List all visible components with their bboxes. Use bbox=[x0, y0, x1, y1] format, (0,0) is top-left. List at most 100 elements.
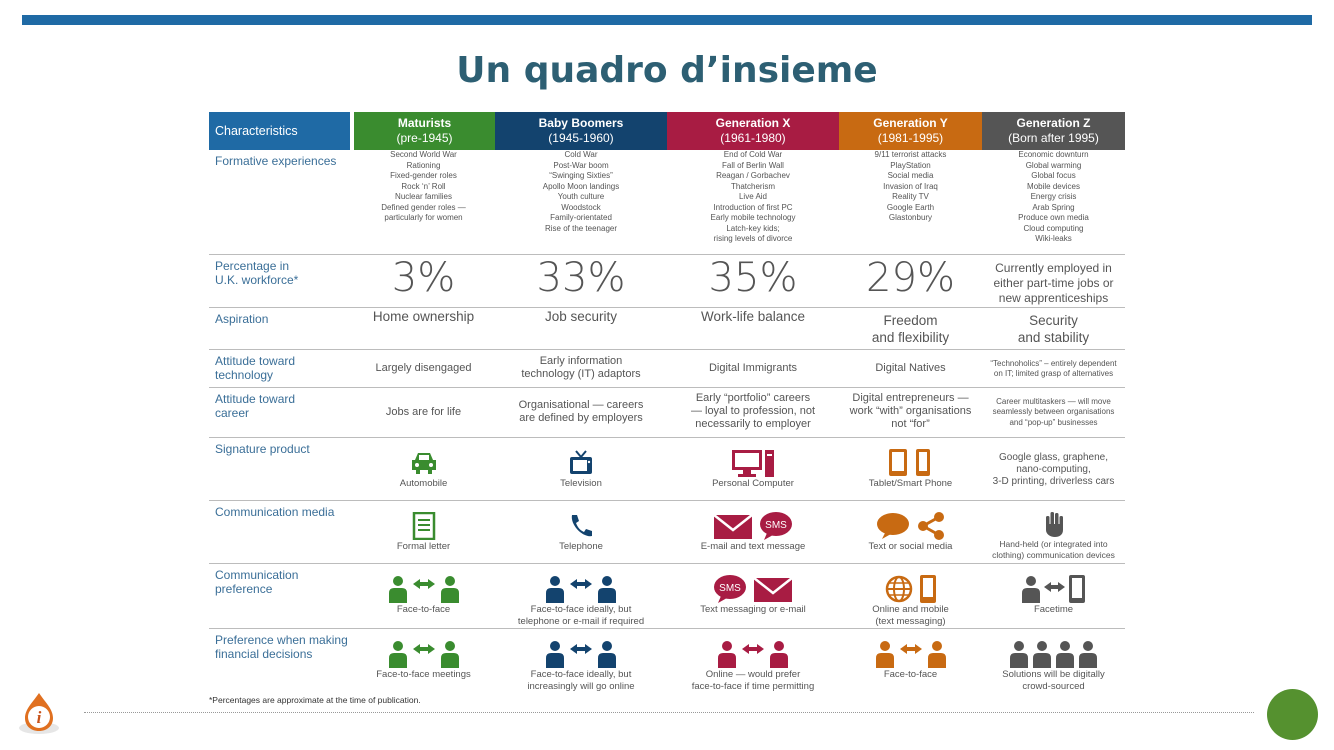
technology-line: on IT; limited grasp of alternatives bbox=[993, 369, 1114, 378]
formative-item: Thatcherism bbox=[730, 181, 775, 191]
product-line: Google glass, graphene, bbox=[999, 451, 1108, 463]
product-caption: Television bbox=[560, 477, 602, 489]
label-career: Attitude toward career bbox=[209, 387, 352, 438]
formative-item: Reagan / Gorbachev bbox=[716, 171, 790, 180]
label-line: Percentage in bbox=[215, 258, 290, 273]
career-boomers: Organisational — careers are defined by … bbox=[495, 387, 667, 438]
formative-item: Social media bbox=[887, 171, 934, 180]
financial-caption: Face-to-face bbox=[883, 668, 938, 680]
preference-maturists: Face-to-face bbox=[352, 563, 495, 629]
career-genx: Early “portfolio” careers — loyal to pro… bbox=[667, 387, 839, 438]
slide-title: Un quadro d’insieme bbox=[456, 50, 878, 91]
technology-line: technology (IT) adaptors bbox=[521, 367, 641, 380]
label-line: career bbox=[215, 405, 250, 420]
label-media: Communication media bbox=[209, 500, 352, 564]
info-drop-logo: i bbox=[16, 690, 62, 736]
media-maturists: Formal letter bbox=[352, 500, 495, 564]
formative-item: Produce own media bbox=[1018, 213, 1089, 222]
label-line: Attitude toward bbox=[215, 391, 296, 406]
product-genz: Google glass, graphene, nano-computing, … bbox=[982, 437, 1125, 501]
face-to-face-icon bbox=[667, 639, 839, 669]
aspiration-line: Freedom bbox=[883, 312, 938, 328]
product-geny: Tablet/Smart Phone bbox=[839, 437, 982, 501]
footnote: *Percentages are approximate at the time… bbox=[209, 695, 421, 705]
top-accent-bar bbox=[22, 15, 1312, 25]
aspiration-boomers: Job security bbox=[495, 307, 667, 350]
media-line: clothing) communication devices bbox=[992, 549, 1115, 560]
media-boomers: Telephone bbox=[495, 500, 667, 564]
row-preference: Communication preference Face-to-face Fa… bbox=[209, 563, 1125, 629]
formative-item: Latch-key kids; bbox=[726, 223, 780, 233]
label-line: financial decisions bbox=[215, 646, 313, 661]
media-geny: Text or social media bbox=[839, 500, 982, 564]
row-percentage: Percentage in U.K. workforce* 3% 33% 35%… bbox=[209, 254, 1125, 308]
product-line: 3-D printing, driverless cars bbox=[992, 475, 1115, 487]
formative-item: End of Cold War bbox=[723, 150, 783, 159]
formative-item: Fixed-gender roles bbox=[390, 171, 457, 180]
media-genx: SMS E-mail and text message bbox=[667, 500, 839, 564]
preference-line: Online and mobile bbox=[872, 603, 949, 615]
label-line: Attitude toward bbox=[215, 353, 296, 368]
label-line: Communication bbox=[215, 567, 299, 582]
formative-item: Glastonbury bbox=[888, 213, 933, 222]
aspiration-genz: Security and stability bbox=[982, 307, 1125, 350]
financial-geny: Face-to-face bbox=[839, 628, 982, 693]
financial-boomers: Face-to-face ideally, but increasingly w… bbox=[495, 628, 667, 693]
career-line: Career multitaskers — will move bbox=[996, 396, 1111, 406]
career-line: Organisational — careers bbox=[518, 398, 644, 411]
formative-item: Fall of Berlin Wall bbox=[722, 160, 784, 170]
preference-boomers: Face-to-face ideally, but telephone or e… bbox=[495, 563, 667, 629]
career-genz: Career multitaskers — will move seamless… bbox=[982, 387, 1125, 438]
face-to-face-icon bbox=[352, 574, 495, 604]
crowd-icon bbox=[982, 639, 1125, 669]
product-maturists: Automobile bbox=[352, 437, 495, 501]
row-technology: Attitude toward technology Largely disen… bbox=[209, 349, 1125, 388]
row-media: Communication media Formal letter Teleph… bbox=[209, 500, 1125, 564]
financial-line: Online — would prefer bbox=[705, 668, 801, 680]
header-geny-name: Generation Y bbox=[873, 116, 948, 130]
letter-document-icon bbox=[352, 511, 495, 541]
formative-item: Post-War boom bbox=[553, 160, 609, 170]
technology-line: “Technoholics” – entirely dependent bbox=[990, 358, 1117, 368]
formative-geny: 9/11 terrorist attacks PlayStation Socia… bbox=[839, 150, 982, 255]
header-boomers-years: (1945-1960) bbox=[548, 131, 614, 145]
header-geny-years: (1981-1995) bbox=[877, 131, 944, 145]
header-genx-name: Generation X bbox=[715, 116, 791, 130]
header-maturists-years: (pre-1945) bbox=[396, 131, 453, 145]
percentage-boomers: 33% bbox=[495, 254, 667, 308]
product-caption: Tablet/Smart Phone bbox=[868, 477, 953, 489]
header-maturists-name: Maturists bbox=[397, 116, 452, 130]
formative-item: Global focus bbox=[1031, 171, 1076, 180]
media-caption: E-mail and text message bbox=[700, 540, 806, 552]
sms-email-icon: SMS bbox=[667, 574, 839, 604]
label-product: Signature product bbox=[209, 437, 352, 501]
face-to-face-icon bbox=[839, 639, 982, 669]
preference-genz: Facetime bbox=[982, 563, 1125, 629]
label-line: U.K. workforce* bbox=[215, 272, 299, 287]
technology-boomers: Early information technology (IT) adapto… bbox=[495, 349, 667, 388]
formative-item: 9/11 terrorist attacks bbox=[874, 150, 947, 159]
career-geny: Digital entrepreneurs — work “with” orga… bbox=[839, 387, 982, 438]
formative-item: Arab Spring bbox=[1032, 202, 1075, 212]
formative-item: Nuclear families bbox=[395, 192, 452, 201]
telephone-icon bbox=[495, 511, 667, 541]
formative-item: Rise of the teenager bbox=[544, 223, 618, 233]
label-technology: Attitude toward technology bbox=[209, 349, 352, 388]
aspiration-line: and stability bbox=[1017, 329, 1090, 345]
technology-maturists: Largely disengaged bbox=[352, 349, 495, 388]
label-line: preference bbox=[215, 581, 273, 596]
formative-item: Wiki-leaks bbox=[1035, 234, 1072, 243]
formative-genx: End of Cold War Fall of Berlin Wall Reag… bbox=[667, 150, 839, 255]
row-formative: Formative experiences Second World War R… bbox=[209, 150, 1125, 255]
svg-text:i: i bbox=[37, 708, 42, 727]
header-genx: Generation X (1961-1980) bbox=[667, 112, 839, 150]
hand-icon bbox=[982, 509, 1125, 539]
career-line: are defined by employers bbox=[519, 411, 643, 424]
generations-table: Characteristics Maturists (pre-1945) Bab… bbox=[209, 112, 1125, 693]
formative-item: “Swinging Sixties” bbox=[549, 171, 613, 180]
label-line: Preference when making bbox=[215, 632, 348, 647]
preference-line: (text messaging) bbox=[875, 615, 946, 627]
media-genz: Hand-held (or integrated into clothing) … bbox=[982, 500, 1125, 564]
product-caption: Automobile bbox=[399, 477, 448, 489]
formative-item: Economic downturn bbox=[1018, 150, 1089, 159]
